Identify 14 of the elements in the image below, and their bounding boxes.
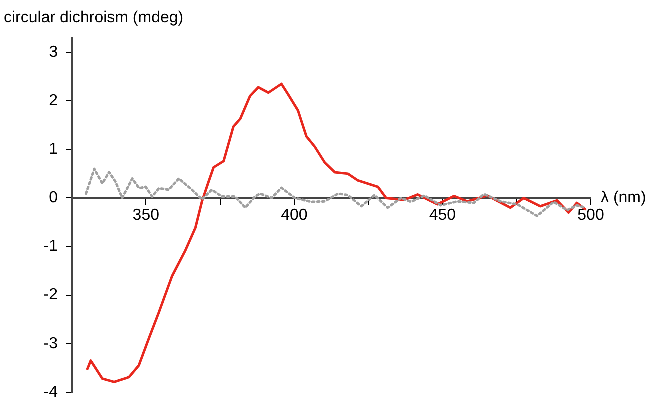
y-axis-title: circular dichroism (mdeg)	[4, 9, 184, 26]
x-tick-label: 350	[132, 207, 160, 224]
y-tick-label: -4	[44, 384, 58, 401]
x-tick-label: 500	[578, 207, 604, 224]
y-tick-label: -3	[44, 335, 58, 352]
x-tick-label: 450	[429, 207, 456, 224]
x-tick-label: 400	[281, 207, 308, 224]
y-tick-label: 3	[49, 44, 58, 61]
y-tick-label: -2	[44, 286, 58, 304]
y-tick-label: 0	[49, 190, 58, 207]
x-axis-title: λ (nm)	[601, 190, 646, 207]
y-tick-label: -1	[44, 238, 58, 256]
y-tick-label: 1	[49, 141, 58, 158]
y-tick-label: 2	[49, 92, 58, 110]
